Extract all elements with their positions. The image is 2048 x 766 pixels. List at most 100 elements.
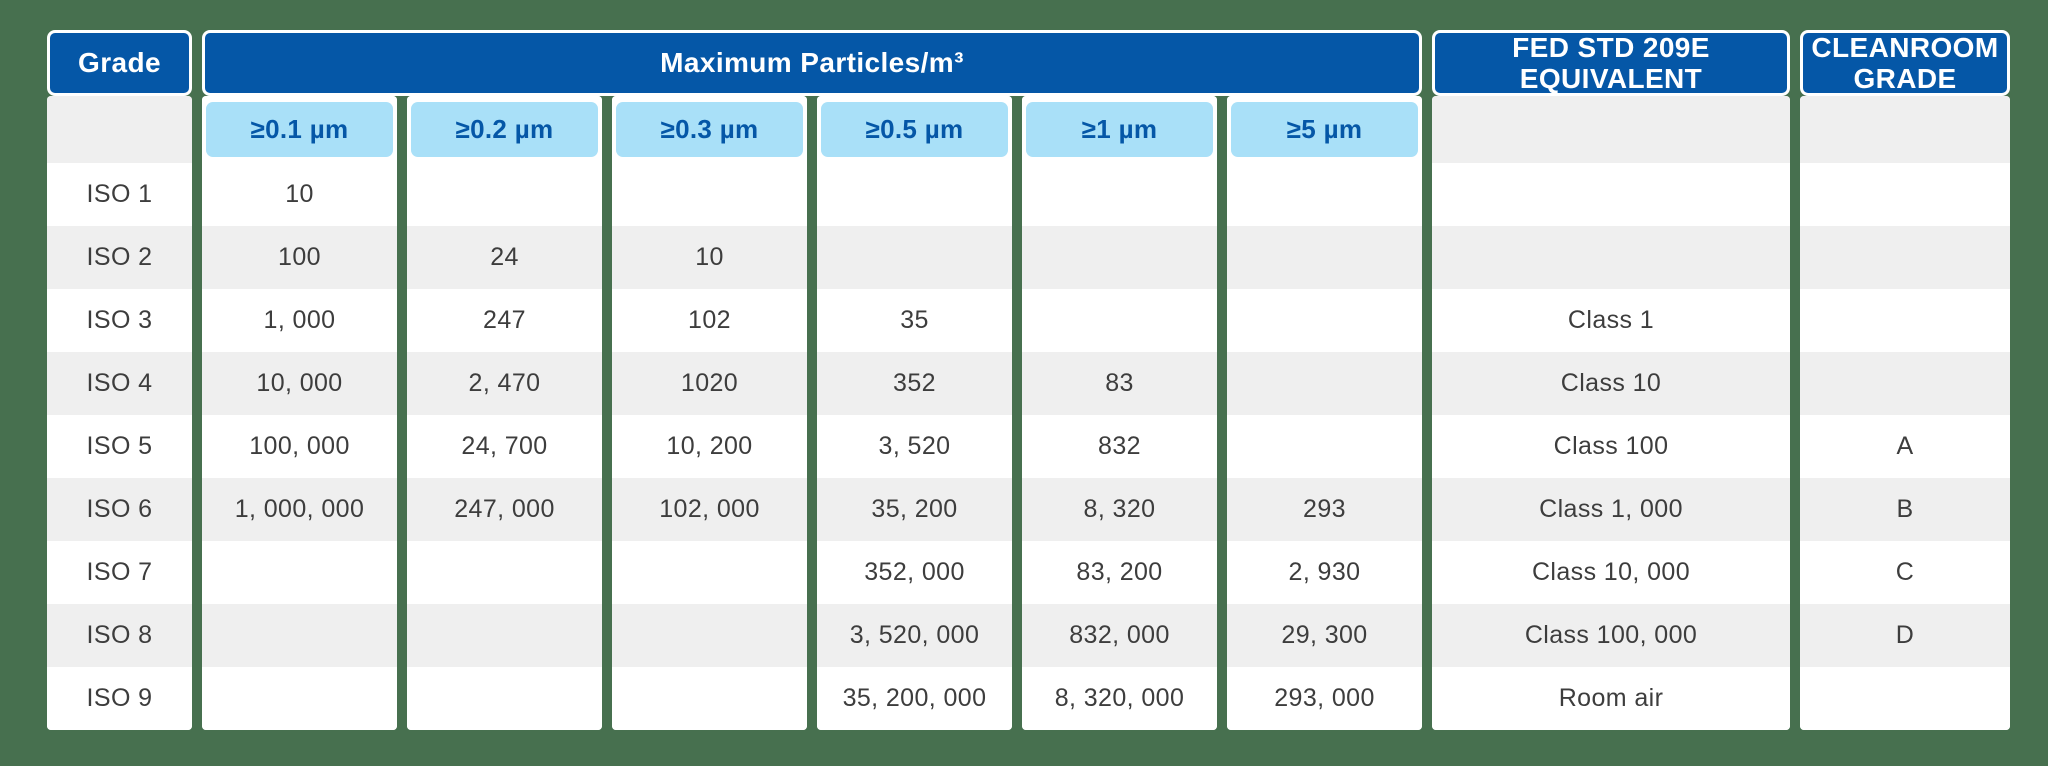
particle-cells: 10 102 1020 10, 200 102, 000 bbox=[612, 163, 807, 730]
data-cell: 100 bbox=[202, 226, 397, 289]
grade-cell: ISO 3 bbox=[47, 289, 192, 352]
data-cell: Class 1, 000 bbox=[1432, 478, 1790, 541]
data-cell: 24, 700 bbox=[407, 415, 602, 478]
grade-cell: ISO 6 bbox=[47, 478, 192, 541]
data-cell bbox=[407, 604, 602, 667]
grade-cells: ISO 1 ISO 2 ISO 3 ISO 4 ISO 5 ISO 6 ISO 7 ISO 8… bbox=[47, 163, 192, 730]
data-cell bbox=[1022, 289, 1217, 352]
data-cell: 3, 520, 000 bbox=[817, 604, 1012, 667]
data-cell bbox=[1227, 415, 1422, 478]
data-cell bbox=[612, 163, 807, 226]
data-cell bbox=[612, 604, 807, 667]
particle-size-header: ≥5 µm bbox=[1231, 102, 1418, 157]
data-cell: 35 bbox=[817, 289, 1012, 352]
fed-std-column: Class 1 Class 10 Class 100 Class 1, 000 Clas… bbox=[1432, 96, 1790, 730]
data-cell: 35, 200 bbox=[817, 478, 1012, 541]
data-cell: 2, 470 bbox=[407, 352, 602, 415]
data-cell bbox=[1227, 289, 1422, 352]
data-cell bbox=[817, 163, 1012, 226]
grade-header: Grade bbox=[47, 30, 192, 96]
table-body: ISO 1 ISO 2 ISO 3 ISO 4 ISO 5 ISO 6 ISO 7 ISO 8… bbox=[47, 96, 2010, 730]
particle-cells: 83 832 8, 320 83, 200 832, 000 8, 320, 000 bbox=[1022, 163, 1217, 730]
data-cell: 83, 200 bbox=[1022, 541, 1217, 604]
data-cell bbox=[612, 541, 807, 604]
data-cell bbox=[1022, 226, 1217, 289]
grade-cell: ISO 1 bbox=[47, 163, 192, 226]
grade-cell: ISO 9 bbox=[47, 667, 192, 730]
particle-cells: 293 2, 930 29, 300 293, 000 bbox=[1227, 163, 1422, 730]
data-cell bbox=[817, 226, 1012, 289]
data-cell bbox=[1432, 226, 1790, 289]
data-cell: 8, 320 bbox=[1022, 478, 1217, 541]
data-cell: 2, 930 bbox=[1227, 541, 1422, 604]
data-cell: 352, 000 bbox=[817, 541, 1012, 604]
data-cell bbox=[202, 667, 397, 730]
particle-size-header: ≥0.5 µm bbox=[821, 102, 1008, 157]
data-cell bbox=[1800, 226, 2010, 289]
data-cell: 1, 000, 000 bbox=[202, 478, 397, 541]
data-cell: 102, 000 bbox=[612, 478, 807, 541]
grade-cell: ISO 7 bbox=[47, 541, 192, 604]
data-cell: 247, 000 bbox=[407, 478, 602, 541]
data-cell bbox=[1227, 163, 1422, 226]
particle-column-0-3um: ≥0.3 µm 10 102 1020 10, 200 102, 000 bbox=[612, 96, 807, 730]
data-cell bbox=[407, 541, 602, 604]
data-cell bbox=[1800, 352, 2010, 415]
cleanroom-grade-header: CLEANROOM GRADE bbox=[1800, 30, 2010, 96]
data-cell: 35, 200, 000 bbox=[817, 667, 1012, 730]
fed-std-subheader-spacer bbox=[1432, 96, 1790, 163]
data-cell: 247 bbox=[407, 289, 602, 352]
particle-column-0-1um: ≥0.1 µm 10 100 1, 000 10, 000 100, 000 1, 000… bbox=[202, 96, 397, 730]
data-cell: 1020 bbox=[612, 352, 807, 415]
data-cell bbox=[1227, 352, 1422, 415]
data-cell: D bbox=[1800, 604, 2010, 667]
data-cell: 102 bbox=[612, 289, 807, 352]
grade-subheader-spacer bbox=[47, 96, 192, 163]
data-cell: 1, 000 bbox=[202, 289, 397, 352]
data-cell bbox=[1800, 667, 2010, 730]
data-cell bbox=[1022, 163, 1217, 226]
data-cell: 293, 000 bbox=[1227, 667, 1422, 730]
data-cell bbox=[202, 541, 397, 604]
data-cell: Class 100 bbox=[1432, 415, 1790, 478]
cleanroom-subheader-spacer bbox=[1800, 96, 2010, 163]
particle-size-header: ≥0.2 µm bbox=[411, 102, 598, 157]
data-cell bbox=[1432, 163, 1790, 226]
particle-column-5um: ≥5 µm 293 2, 930 29, 300 293, 000 bbox=[1227, 96, 1422, 730]
table-header-row: Grade Maximum Particles/m³ FED STD 209E … bbox=[47, 30, 2010, 96]
particle-column-0-2um: ≥0.2 µm 24 247 2, 470 24, 700 247, 000 bbox=[407, 96, 602, 730]
data-cell bbox=[612, 667, 807, 730]
data-cell bbox=[1800, 289, 2010, 352]
max-particles-header: Maximum Particles/m³ bbox=[202, 30, 1422, 96]
grade-cell: ISO 2 bbox=[47, 226, 192, 289]
data-cell: 832, 000 bbox=[1022, 604, 1217, 667]
data-cell: 83 bbox=[1022, 352, 1217, 415]
data-cell: 100, 000 bbox=[202, 415, 397, 478]
data-cell: 3, 520 bbox=[817, 415, 1012, 478]
data-cell: 24 bbox=[407, 226, 602, 289]
data-cell bbox=[1227, 226, 1422, 289]
data-cell bbox=[407, 667, 602, 730]
particle-cells: 24 247 2, 470 24, 700 247, 000 bbox=[407, 163, 602, 730]
data-cell: Class 10, 000 bbox=[1432, 541, 1790, 604]
data-cell: Class 1 bbox=[1432, 289, 1790, 352]
grade-cell: ISO 5 bbox=[47, 415, 192, 478]
data-cell: Class 10 bbox=[1432, 352, 1790, 415]
grade-column: ISO 1 ISO 2 ISO 3 ISO 4 ISO 5 ISO 6 ISO 7 ISO 8… bbox=[47, 96, 192, 730]
particle-column-0-5um: ≥0.5 µm 35 352 3, 520 35, 200 352, 000 3, 520… bbox=[817, 96, 1012, 730]
particle-size-header: ≥0.1 µm bbox=[206, 102, 393, 157]
data-cell: Class 100, 000 bbox=[1432, 604, 1790, 667]
grade-cell: ISO 8 bbox=[47, 604, 192, 667]
data-cell bbox=[202, 604, 397, 667]
particle-size-header: ≥0.3 µm bbox=[616, 102, 803, 157]
data-cell: C bbox=[1800, 541, 2010, 604]
particle-cells: 35 352 3, 520 35, 200 352, 000 3, 520, 000 35,… bbox=[817, 163, 1012, 730]
data-cell: 10 bbox=[612, 226, 807, 289]
grade-cell: ISO 4 bbox=[47, 352, 192, 415]
particle-cells: 10 100 1, 000 10, 000 100, 000 1, 000, 000 bbox=[202, 163, 397, 730]
data-cell: 293 bbox=[1227, 478, 1422, 541]
data-cell: 832 bbox=[1022, 415, 1217, 478]
